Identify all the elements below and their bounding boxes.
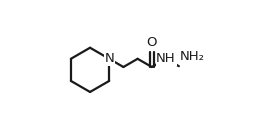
Text: NH₂: NH₂: [180, 50, 205, 63]
Text: NH: NH: [156, 52, 176, 65]
Text: O: O: [147, 36, 157, 49]
Text: N: N: [104, 52, 114, 65]
